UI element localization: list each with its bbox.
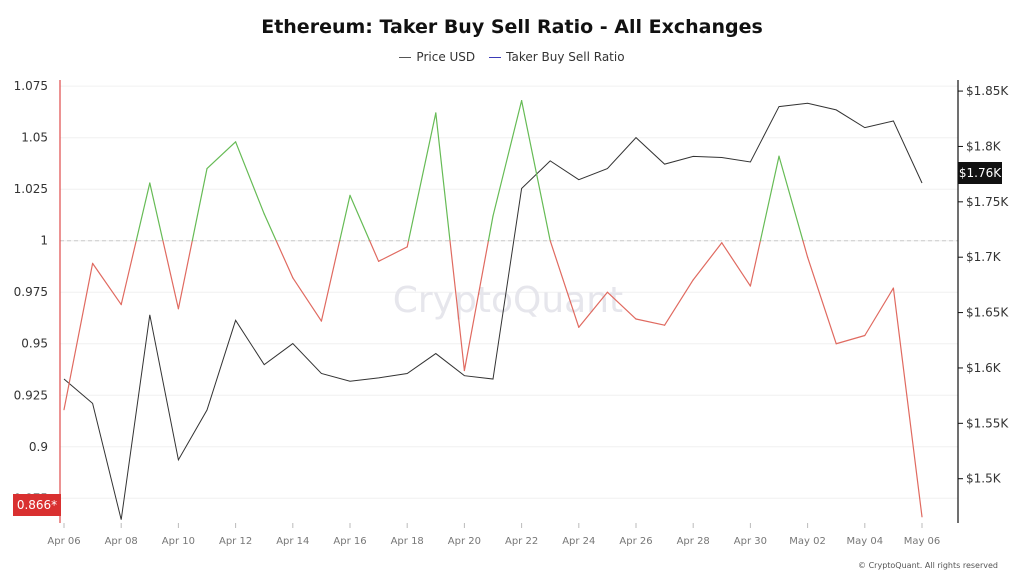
x-tick-label: Apr 10 xyxy=(162,536,195,547)
ratio-line-segment xyxy=(759,155,780,242)
copyright-text: © CryptoQuant. All rights reserved xyxy=(858,561,998,570)
current-price-badge-text: $1.76K xyxy=(959,166,1002,180)
ratio-line-segment xyxy=(864,287,895,337)
chart-legend: Price USD Taker Buy Sell Ratio xyxy=(0,50,1024,64)
ratio-line-segment xyxy=(235,141,265,215)
legend-item-ratio[interactable]: Taker Buy Sell Ratio xyxy=(489,50,625,64)
watermark-text: CryptoQuant xyxy=(393,280,623,321)
ratio-line-segment xyxy=(378,246,408,262)
y-left-tick-label: 1.025 xyxy=(14,182,48,196)
current-ratio-badge-text: 0.866* xyxy=(17,498,57,512)
y-right-tick-label: $1.5K xyxy=(966,472,1002,486)
x-tick-label: May 02 xyxy=(789,536,826,547)
ratio-line-segment xyxy=(520,100,551,242)
ratio-line-segment xyxy=(449,240,465,372)
y-left-tick-label: 1.075 xyxy=(14,79,48,93)
ratio-line-segment xyxy=(275,240,294,279)
x-tick-label: Apr 22 xyxy=(505,536,538,547)
x-tick-label: Apr 20 xyxy=(448,536,481,547)
series-layer xyxy=(63,100,923,520)
ratio-line-segment xyxy=(407,112,437,242)
ratio-line-segment xyxy=(191,168,208,242)
ratio-line-segment xyxy=(463,240,490,372)
ratio-line-segment xyxy=(406,240,410,248)
current-ratio-badge xyxy=(13,494,61,516)
y-left-tick-label: 0.95 xyxy=(21,337,48,351)
ratio-line-segment xyxy=(162,240,179,310)
x-tick-label: Apr 18 xyxy=(391,536,424,547)
y-right-tick-label: $1.85K xyxy=(966,84,1009,98)
ratio-line-segment xyxy=(806,256,837,345)
chart-title: Ethereum: Taker Buy Sell Ratio - All Exc… xyxy=(261,16,763,38)
x-tick-label: Apr 28 xyxy=(677,536,710,547)
y-left-tick-label: 0.975 xyxy=(14,285,48,299)
ratio-line-segment xyxy=(320,240,341,322)
ratio-line-segment xyxy=(487,215,494,242)
x-tick-label: May 06 xyxy=(904,536,941,547)
ratio-line-segment xyxy=(135,182,151,242)
ratio-line-segment xyxy=(492,100,523,217)
ratio-line-segment xyxy=(835,334,866,345)
ratio-line-segment xyxy=(149,182,164,242)
ratio-line-segment xyxy=(63,262,94,411)
x-tick-label: Apr 30 xyxy=(734,536,767,547)
grid-layer xyxy=(60,85,958,499)
y-left-tick-label: 0.925 xyxy=(14,388,48,402)
ratio-line-segment xyxy=(721,242,752,287)
x-tick-label: Apr 12 xyxy=(219,536,252,547)
ratio-line-segment xyxy=(339,194,351,242)
ratio-line-segment xyxy=(749,240,761,287)
ratio-line-segment xyxy=(120,240,137,306)
x-tick-label: May 04 xyxy=(847,536,884,547)
axis-layer: 1.0751.051.02510.9750.950.9250.90.875$1.… xyxy=(14,79,1010,547)
y-right-tick-label: $1.7K xyxy=(966,250,1002,264)
badge-layer: 0.866* $1.76K xyxy=(13,162,1002,516)
y-left-tick-label: 1.05 xyxy=(21,131,48,145)
x-tick-label: Apr 26 xyxy=(619,536,652,547)
ratio-line-segment xyxy=(578,291,609,328)
ratio-line-segment xyxy=(369,240,380,262)
ratio-line-segment xyxy=(663,279,694,326)
y-right-tick-label: $1.55K xyxy=(966,416,1009,430)
x-tick-label: Apr 08 xyxy=(105,536,138,547)
legend-label-ratio: Taker Buy Sell Ratio xyxy=(506,50,625,64)
y-left-tick-label: 1 xyxy=(40,234,48,248)
ratio-line-segment xyxy=(435,112,451,242)
ratio-line-segment xyxy=(349,194,371,242)
x-tick-label: Apr 06 xyxy=(47,536,80,547)
ratio-line-segment xyxy=(778,155,804,242)
legend-swatch-ratio xyxy=(489,56,502,58)
ratio-line-segment xyxy=(177,240,193,310)
ratio-line-segment xyxy=(91,262,122,306)
ratio-line-segment xyxy=(892,287,923,518)
ratio-line-segment xyxy=(292,277,322,322)
price-usd-line xyxy=(63,102,923,520)
y-right-tick-label: $1.75K xyxy=(966,195,1009,209)
x-tick-label: Apr 16 xyxy=(333,536,366,547)
x-tick-label: Apr 24 xyxy=(562,536,595,547)
current-price-badge xyxy=(958,162,1002,184)
y-left-tick-label: 0.9 xyxy=(29,440,48,454)
legend-item-price[interactable]: Price USD xyxy=(399,50,475,64)
y-right-tick-label: $1.65K xyxy=(966,306,1009,320)
ratio-line-segment xyxy=(635,318,666,326)
ratio-line-segment xyxy=(802,240,809,258)
x-tick-label: Apr 14 xyxy=(276,536,309,547)
legend-label-price: Price USD xyxy=(416,50,476,64)
ratio-line-segment xyxy=(606,291,637,320)
ratio-line-segment xyxy=(206,141,237,170)
y-right-tick-label: $1.6K xyxy=(966,361,1002,375)
ratio-line-segment xyxy=(263,213,277,242)
legend-swatch-price xyxy=(399,56,412,58)
ratio-line-segment xyxy=(549,240,580,328)
ratio-line-segment xyxy=(692,242,723,281)
y-right-tick-label: $1.8K xyxy=(966,139,1002,153)
